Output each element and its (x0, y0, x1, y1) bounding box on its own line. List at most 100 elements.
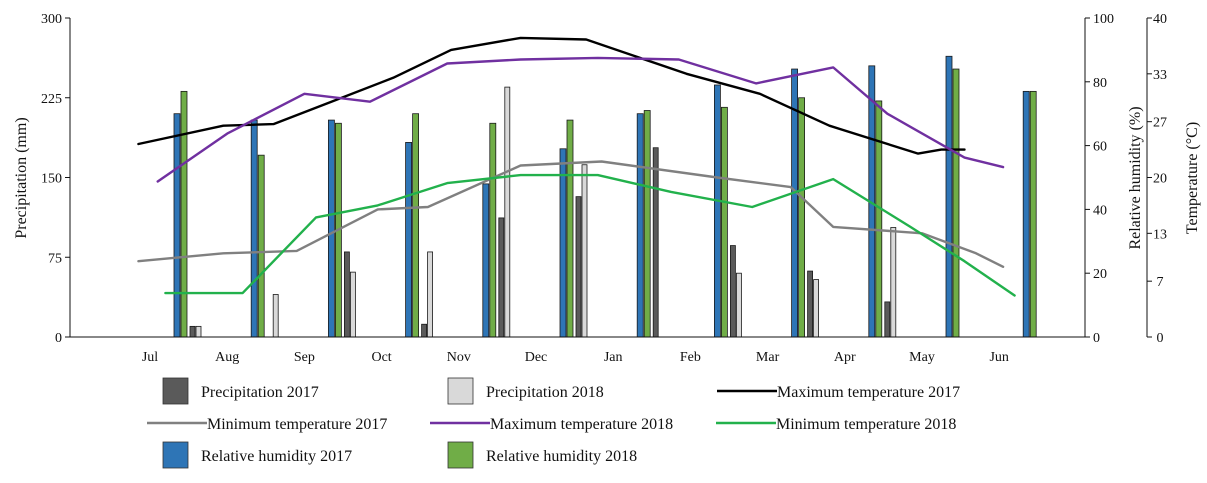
temperature-axis-title: Temperature (°C) (1184, 122, 1201, 234)
legend-swatch (162, 377, 189, 405)
legend-swatch (162, 441, 189, 469)
bar-relative-humidity-2017-sep (327, 119, 335, 338)
left-tick-label: 75 (48, 251, 62, 266)
left-tick-label: 0 (55, 331, 62, 346)
bar-precipitation-2017-dec (575, 196, 582, 338)
humidity-tick-label: 100 (1093, 12, 1114, 27)
bar-relative-humidity-2018-nov (489, 122, 497, 338)
temperature-tick-label: 40 (1153, 12, 1167, 27)
bar-relative-humidity-2017-aug (250, 119, 258, 338)
bar-precipitation-2017-feb (730, 245, 736, 338)
temperature-tick-label: 7 (1157, 275, 1164, 290)
bar-relative-humidity-2017-oct (405, 142, 413, 338)
bar-relative-humidity-2018-apr (875, 100, 883, 338)
left-tick-label: 150 (41, 172, 62, 187)
humidity-axis-title: Relative humidity (%) (1127, 106, 1144, 249)
legend-label: Precipitation 2018 (486, 384, 604, 401)
bar-relative-humidity-2017-may (945, 55, 953, 338)
line-minimum-temperature-2018 (164, 173, 1016, 297)
bar-relative-humidity-2018-oct (412, 113, 420, 338)
x-tick-aug: Aug (215, 350, 239, 365)
legend-label: Precipitation 2017 (201, 384, 319, 401)
temperature-tick-label: 13 (1153, 227, 1167, 242)
humidity-tick-label: 60 (1093, 140, 1107, 155)
bar-precipitation-2017-jan (652, 147, 659, 338)
bar-relative-humidity-2018-jan (643, 110, 651, 338)
bar-relative-humidity-2018-may (952, 68, 960, 338)
bar-relative-humidity-2018-jun (1029, 90, 1037, 338)
line-maximum-temperature-2017 (137, 36, 966, 155)
bar-precipitation-2018-oct (427, 251, 434, 338)
x-tick-may: May (909, 350, 935, 365)
bar-relative-humidity-2017-jan (636, 113, 644, 338)
lines-layer (137, 36, 1016, 297)
humidity-tick-label: 0 (1093, 331, 1100, 346)
left-tick-label: 300 (41, 12, 62, 27)
bar-precipitation-2018-apr (890, 227, 897, 338)
temperature-tick-label: 33 (1153, 68, 1167, 83)
bar-precipitation-2018-dec (581, 164, 588, 338)
bar-precipitation-2018-aug (272, 294, 279, 338)
axes-layer: 0 75 150 225 300 0 20 40 60 80 100 0 7 13 20 27 33 40 Jul A… (41, 12, 1167, 365)
legend-item-precipitation-2018: Precipitation 2018 (447, 377, 604, 405)
bar-relative-humidity-2018-aug (257, 154, 265, 338)
bar-precipitation-2018-mar (813, 279, 819, 338)
x-tick-jun: Jun (989, 350, 1008, 365)
bar-relative-humidity-2018-mar (798, 97, 805, 338)
x-tick-dec: Dec (525, 350, 548, 365)
temperature-tick-label: 27 (1153, 116, 1167, 131)
legend-item-maximum-temperature-2018: Maximum temperature 2018 (430, 416, 673, 433)
humidity-tick-label: 20 (1093, 267, 1107, 282)
x-tick-oct: Oct (371, 350, 391, 365)
bar-relative-humidity-2017-nov (482, 183, 490, 338)
legend-label: Minimum temperature 2018 (776, 416, 956, 433)
bar-precipitation-2017-sep (343, 251, 350, 338)
bar-precipitation-2018-nov (504, 86, 511, 338)
x-tick-jan: Jan (604, 350, 623, 365)
legend-item-maximum-temperature-2017: Maximum temperature 2017 (717, 384, 960, 401)
legend-swatch (447, 441, 474, 469)
bar-relative-humidity-2018-feb (721, 106, 728, 338)
legend-label: Relative humidity 2018 (486, 448, 637, 465)
humidity-tick-label: 80 (1093, 76, 1107, 91)
bar-precipitation-2018-jul (195, 325, 202, 338)
x-tick-jul: Jul (142, 350, 158, 365)
bar-precipitation-2017-nov (498, 217, 505, 338)
x-tick-mar: Mar (756, 350, 780, 365)
legend-item-minimum-temperature-2018: Minimum temperature 2018 (716, 416, 956, 433)
legend-label: Minimum temperature 2017 (207, 416, 387, 433)
x-tick-feb: Feb (680, 350, 701, 365)
bar-precipitation-2017-apr (884, 301, 891, 338)
legend-label: Relative humidity 2017 (201, 448, 352, 465)
legend-label: Maximum temperature 2017 (777, 384, 960, 401)
bars-layer (173, 55, 1037, 338)
legend-item-minimum-temperature-2017: Minimum temperature 2017 (147, 416, 387, 433)
bar-relative-humidity-2017-jul (173, 113, 181, 338)
bar-relative-humidity-2018-dec (566, 119, 574, 338)
left-axis-title: Precipitation (mm) (13, 117, 30, 238)
bar-relative-humidity-2017-feb (714, 84, 721, 338)
humidity-tick-label: 40 (1093, 203, 1107, 218)
bar-relative-humidity-2017-dec (559, 148, 567, 338)
x-tick-sep: Sep (294, 350, 315, 365)
bar-precipitation-2018-feb (736, 272, 742, 338)
bar-relative-humidity-2017-jun (1022, 90, 1030, 338)
x-tick-nov: Nov (447, 350, 471, 365)
x-tick-apr: Apr (834, 350, 856, 365)
legend-swatch (447, 377, 474, 405)
left-tick-label: 225 (41, 92, 62, 107)
bar-precipitation-2018-sep (349, 271, 356, 338)
bar-relative-humidity-2018-jul (180, 90, 188, 338)
legend-item-relative-humidity-2017: Relative humidity 2017 (162, 441, 352, 469)
bar-precipitation-2017-oct (421, 323, 428, 338)
bar-precipitation-2017-jul (189, 325, 196, 338)
legend: Precipitation 2017 Precipitation 2018 Maxi… (147, 377, 960, 469)
temperature-tick-label: 0 (1157, 331, 1164, 346)
bar-precipitation-2017-mar (807, 270, 813, 338)
line-maximum-temperature-2018 (156, 56, 1005, 183)
legend-item-relative-humidity-2018: Relative humidity 2018 (447, 441, 637, 469)
legend-item-precipitation-2017: Precipitation 2017 (162, 377, 319, 405)
legend-label: Maximum temperature 2018 (490, 416, 673, 433)
